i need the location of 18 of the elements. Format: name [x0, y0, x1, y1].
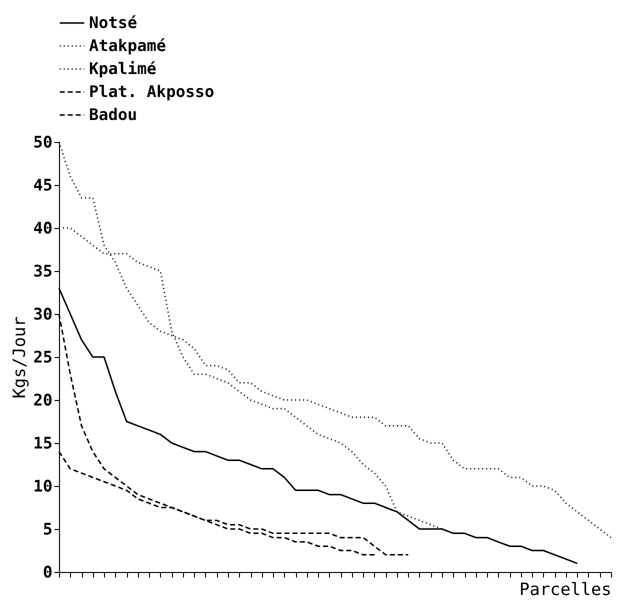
legend-label: Badou: [89, 105, 138, 124]
y-tick-label: 15: [33, 434, 52, 452]
y-tick-label: 20: [33, 390, 52, 410]
y-axis-title: Kgs/Jour: [10, 316, 30, 398]
y-tick-label: 5: [42, 520, 52, 538]
x-axis-title: Parcelles: [519, 580, 612, 600]
y-tick-label: 0: [42, 562, 52, 582]
legend-label: Plat. Akposso: [89, 82, 214, 101]
y-tick-label: 35: [33, 262, 52, 280]
y-tick-label: 40: [33, 218, 52, 238]
y-tick-label: 45: [33, 176, 52, 194]
y-tick-label: 30: [33, 304, 52, 324]
legend-label: Notsé: [89, 13, 138, 32]
y-tick-label: 50: [33, 132, 52, 152]
y-tick-label: 10: [33, 476, 52, 496]
y-tick-label: 25: [33, 348, 52, 366]
legend-label: Atakpamé: [89, 36, 166, 55]
legend-label: Kpalimé: [89, 59, 156, 78]
